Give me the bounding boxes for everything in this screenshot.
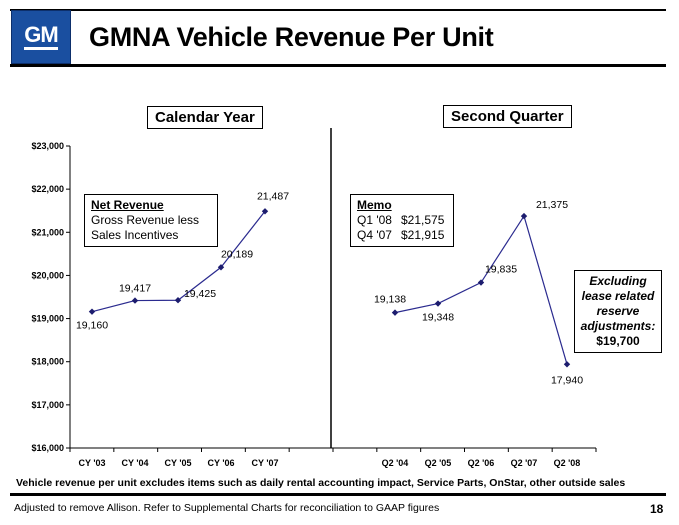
- data-point: [520, 212, 528, 220]
- data-point: [391, 309, 399, 316]
- data-label: 20,189: [221, 248, 253, 260]
- chart-footnote: Vehicle revenue per unit excludes items …: [16, 477, 626, 489]
- memo-period: Q4 '07: [357, 228, 392, 242]
- data-label: 17,940: [551, 374, 583, 386]
- y-tick-label: $19,000: [31, 314, 64, 324]
- memo-box: Memo Q1 '08 $21,575 Q4 '07 $21,915: [350, 194, 454, 247]
- data-label: 21,375: [536, 199, 568, 211]
- data-point: [261, 208, 269, 215]
- calendar-year-label: Calendar Year: [147, 106, 263, 129]
- x-tick-label: Q2 '08: [554, 458, 581, 468]
- data-point: [217, 264, 225, 271]
- x-tick-label: Q2 '07: [511, 458, 538, 468]
- x-tick-label: CY '06: [208, 458, 235, 468]
- data-point: [477, 279, 485, 286]
- y-tick-label: $23,000: [31, 141, 64, 151]
- x-tick-label: Q2 '04: [382, 458, 409, 468]
- data-label: 21,487: [257, 190, 289, 202]
- x-tick-label: CY '05: [165, 458, 192, 468]
- y-tick-label: $17,000: [31, 400, 64, 410]
- gm-logo: GM: [11, 10, 71, 64]
- exclusion-line-1: Excluding: [589, 274, 647, 288]
- data-label: 19,160: [76, 320, 108, 332]
- y-tick-label: $22,000: [31, 184, 64, 194]
- exclusion-value: $19,700: [596, 334, 640, 348]
- data-point: [131, 297, 139, 304]
- y-tick-label: $21,000: [31, 227, 64, 237]
- memo-value: $21,575: [400, 213, 445, 227]
- data-point: [563, 361, 571, 368]
- memo-period: Q1 '08: [357, 213, 392, 227]
- exclusion-line-2: lease related: [581, 289, 655, 303]
- gm-logo-text: GM: [24, 24, 59, 50]
- x-tick-label: CY '07: [252, 458, 279, 468]
- data-label: 19,835: [485, 264, 517, 276]
- data-label: 19,417: [119, 283, 151, 295]
- x-tick-label: Q2 '06: [468, 458, 495, 468]
- memo-row: Q1 '08 $21,575: [357, 213, 447, 228]
- source-footnote: Adjusted to remove Allison. Refer to Sup…: [14, 502, 440, 514]
- header-bottom-rule: [10, 64, 666, 67]
- x-tick-label: CY '03: [79, 458, 106, 468]
- second-quarter-label: Second Quarter: [443, 105, 572, 128]
- page-title: GMNA Vehicle Revenue Per Unit: [89, 22, 494, 52]
- data-label: 19,138: [374, 294, 406, 306]
- net-revenue-heading: Net Revenue: [91, 198, 164, 212]
- exclusion-line-3: reserve: [596, 304, 640, 318]
- x-tick-label: CY '04: [122, 458, 149, 468]
- data-label: 19,348: [422, 312, 454, 324]
- y-tick-label: $18,000: [31, 357, 64, 367]
- memo-row: Q4 '07 $21,915: [357, 228, 447, 243]
- data-point: [174, 297, 182, 304]
- y-tick-label: $20,000: [31, 270, 64, 280]
- net-revenue-box: Net Revenue Gross Revenue less Sales Inc…: [84, 194, 218, 247]
- y-tick-label: $16,000: [31, 443, 64, 453]
- data-point: [88, 308, 96, 315]
- footer-rule: [10, 493, 666, 496]
- memo-heading: Memo: [357, 198, 392, 212]
- page-number: 18: [650, 502, 664, 516]
- net-revenue-line-1: Gross Revenue less: [91, 213, 200, 227]
- data-label: 19,425: [184, 288, 216, 300]
- exclusion-callout: Excluding lease related reserve adjustme…: [574, 270, 662, 353]
- exclusion-line-4: adjustments:: [580, 319, 656, 333]
- data-point: [434, 300, 442, 307]
- net-revenue-line-2: Sales Incentives: [91, 228, 179, 242]
- x-tick-label: Q2 '05: [425, 458, 452, 468]
- memo-value: $21,915: [400, 228, 445, 242]
- header-top-rule: [10, 9, 666, 11]
